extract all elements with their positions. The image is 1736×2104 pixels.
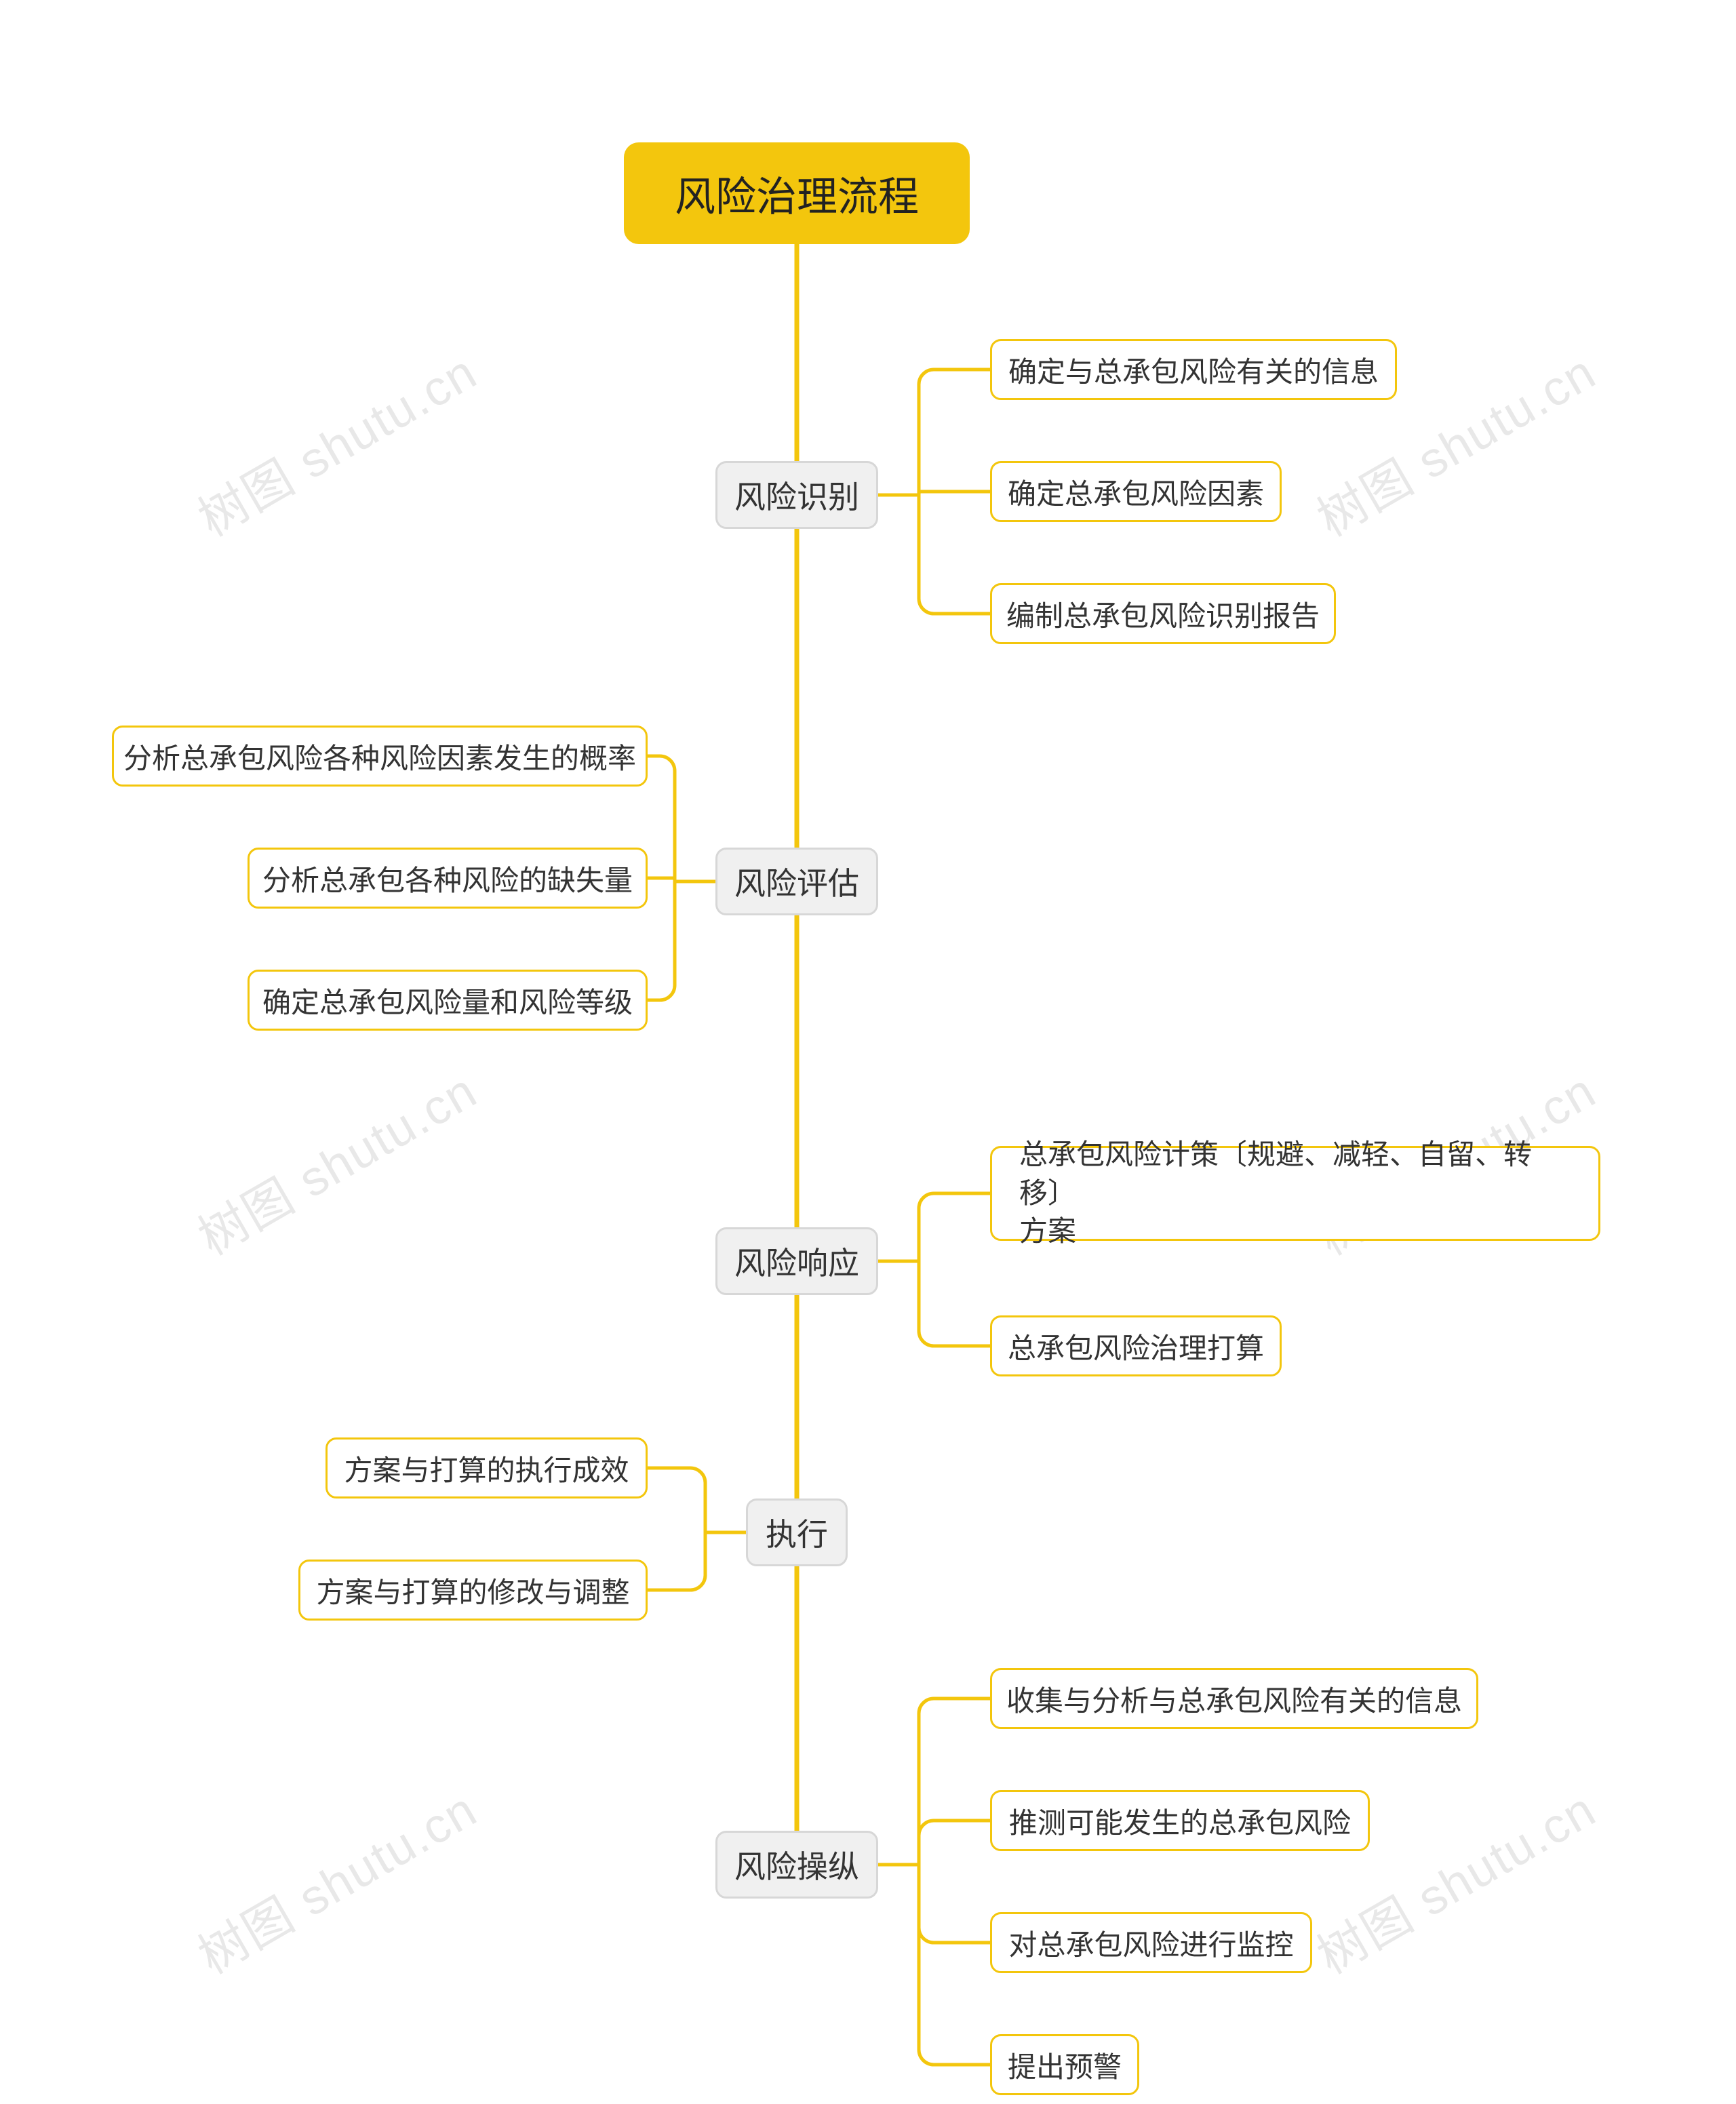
leaf-node: 分析总承包风险各种风险因素发生的概率 (112, 726, 648, 787)
leaf-node: 方案与打算的修改与调整 (298, 1560, 648, 1621)
leaf-node: 提出预警 (990, 2034, 1139, 2095)
leaf-node: 推测可能发生的总承包风险 (990, 1790, 1370, 1851)
leaf-node: 确定总承包风险因素 (990, 461, 1282, 522)
leaf-node: 确定总承包风险量和风险等级 (248, 970, 648, 1031)
leaf-node: 分析总承包各种风险的缺失量 (248, 848, 648, 909)
branch-node-b1: 风险识别 (715, 461, 878, 529)
leaf-node: 编制总承包风险识别报告 (990, 583, 1336, 644)
watermark: 树图 shutu.cn (183, 1052, 488, 1269)
watermark: 树图 shutu.cn (183, 1770, 488, 1987)
connector-layer (0, 0, 1736, 2104)
root-node: 风险治理流程 (624, 142, 970, 244)
watermark: 树图 shutu.cn (183, 333, 488, 550)
leaf-node: 总承包风险治理打算 (990, 1315, 1282, 1376)
branch-node-b3: 风险响应 (715, 1227, 878, 1295)
mindmap-canvas: 树图 shutu.cn树图 shutu.cn树图 shutu.cn树图 shut… (0, 0, 1736, 2104)
leaf-node: 总承包风险计策〔规避、减轻、自留、转移〕方案 (990, 1146, 1600, 1241)
branch-node-b2: 风险评估 (715, 848, 878, 915)
leaf-node: 方案与打算的执行成效 (326, 1437, 648, 1498)
leaf-node: 收集与分析与总承包风险有关的信息 (990, 1668, 1478, 1729)
leaf-node: 对总承包风险进行监控 (990, 1912, 1312, 1973)
leaf-node: 确定与总承包风险有关的信息 (990, 339, 1397, 400)
branch-node-b5: 风险操纵 (715, 1831, 878, 1899)
branch-node-b4: 执行 (746, 1498, 848, 1566)
